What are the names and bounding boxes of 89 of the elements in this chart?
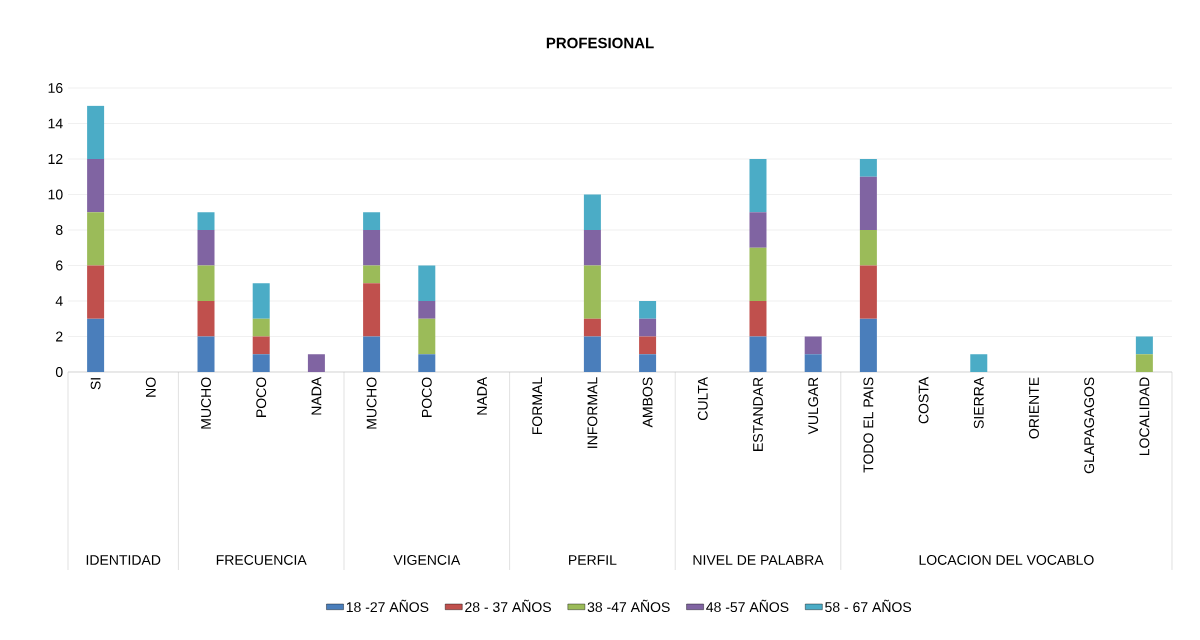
chart-title: PROFESIONAL xyxy=(546,37,654,49)
bar xyxy=(583,194,601,230)
bar xyxy=(252,354,270,372)
y-tick-label: 4 xyxy=(55,296,63,306)
bar xyxy=(583,318,601,337)
bar xyxy=(418,300,436,319)
bar xyxy=(749,336,767,372)
bar xyxy=(1135,354,1153,372)
x-tick-label: MUCHO xyxy=(201,377,211,429)
bar xyxy=(639,318,657,337)
x-tick-label: TODO EL PAIS xyxy=(863,377,874,473)
bar xyxy=(1135,336,1153,355)
bar xyxy=(583,265,601,319)
bar xyxy=(418,265,436,301)
bar xyxy=(363,229,381,266)
bar xyxy=(859,265,877,319)
legend-label: 28 - 37 AÑOS xyxy=(465,599,551,613)
bar xyxy=(418,354,436,372)
bar xyxy=(749,247,767,301)
x-tick-label: MUCHO xyxy=(366,377,377,429)
x-tick-label: ESTANDAR xyxy=(753,377,763,451)
bar xyxy=(252,283,270,319)
text: PERFIL xyxy=(569,555,617,565)
legend-label: 58 - 67 AÑOS xyxy=(825,599,912,613)
bar xyxy=(859,229,877,266)
bar xyxy=(87,318,105,372)
bar xyxy=(197,300,215,337)
x-tick-label: GLAPAGAGOS xyxy=(1084,377,1095,474)
legend-label: 38 -47 AÑOS xyxy=(587,599,670,613)
bar xyxy=(583,229,601,266)
bar xyxy=(363,212,381,230)
x-tick-label: INFORMAL xyxy=(587,377,598,448)
x-tick-label: POCO xyxy=(421,377,432,417)
bar xyxy=(197,265,215,301)
bar xyxy=(804,354,822,372)
bar xyxy=(749,300,767,337)
bar xyxy=(87,265,105,319)
bar xyxy=(583,336,601,372)
bar xyxy=(197,229,215,266)
bar xyxy=(418,318,436,355)
text: IDENTIDAD xyxy=(86,555,161,565)
bar xyxy=(363,283,381,337)
bar xyxy=(639,354,657,372)
legend-label: 48 -57 AÑOS xyxy=(706,599,789,613)
y-tick-label: 0 xyxy=(55,367,63,377)
y-tick-label: 14 xyxy=(48,118,63,129)
x-tick-label: VULGAR xyxy=(808,377,819,435)
x-tick-label: NADA xyxy=(477,376,487,415)
y-tick-label: 10 xyxy=(48,189,63,200)
bar xyxy=(639,336,657,355)
bar xyxy=(749,212,767,248)
bar xyxy=(87,105,105,159)
text: VIGENCIA xyxy=(393,555,461,565)
bar xyxy=(197,336,215,372)
y-tick-label: 2 xyxy=(56,331,63,342)
bar xyxy=(859,159,877,177)
x-tick-label: SI xyxy=(90,378,101,390)
bar xyxy=(307,354,325,372)
bar xyxy=(363,265,381,284)
text: NIVEL DE PALABRA xyxy=(693,555,824,565)
bar xyxy=(970,354,988,372)
bar xyxy=(859,318,877,372)
bar xyxy=(804,336,822,355)
x-tick-label: LOCALIDAD xyxy=(1139,377,1150,456)
y-tick-label: 12 xyxy=(48,154,63,164)
x-tick-label: ORIENTE xyxy=(1029,377,1039,439)
bar xyxy=(252,318,270,337)
x-tick-label: NADA xyxy=(311,376,322,415)
y-tick-label: 16 xyxy=(48,83,63,93)
bar xyxy=(749,159,767,213)
bar xyxy=(363,336,381,372)
x-tick-label: SIERRA xyxy=(973,376,984,429)
x-tick-label: NO xyxy=(145,377,156,397)
bar xyxy=(87,212,105,266)
text: FRECUENCIA xyxy=(216,555,307,565)
x-tick-label: FORMAL xyxy=(532,377,543,435)
bar xyxy=(639,300,657,319)
bar xyxy=(859,176,877,230)
x-tick-label: AMBOS xyxy=(642,377,653,428)
x-tick-label: POCO xyxy=(256,377,267,417)
text: LOCACION DEL VOCABLO xyxy=(919,555,1094,565)
x-tick-label: COSTA xyxy=(918,376,929,424)
x-tick-label: CULTA xyxy=(697,376,708,420)
bar xyxy=(252,336,270,355)
y-tick-label: 8 xyxy=(55,225,63,235)
bar xyxy=(87,159,105,213)
y-tick-label: 6 xyxy=(56,260,63,271)
bar xyxy=(197,212,215,230)
legend-label: 18 -27 AÑOS xyxy=(346,599,429,613)
